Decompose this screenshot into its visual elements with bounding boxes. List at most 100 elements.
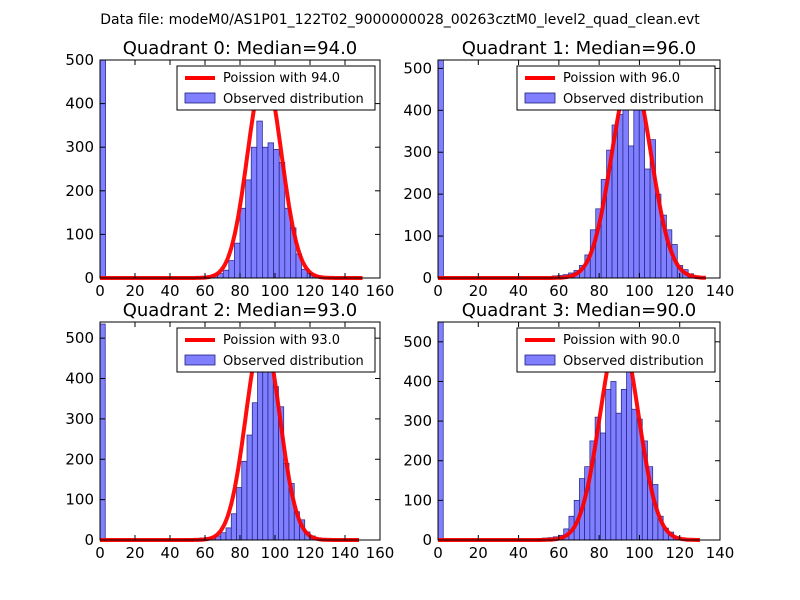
x-tick-label: 80 xyxy=(590,544,609,562)
x-tick-label: 140 xyxy=(331,282,360,300)
x-tick-label: 0 xyxy=(433,544,443,562)
histogram-bar xyxy=(638,97,646,279)
x-tick-label: 140 xyxy=(331,544,360,562)
x-tick-label: 60 xyxy=(195,282,214,300)
y-tick-label: 300 xyxy=(65,410,94,428)
y-tick-label: 100 xyxy=(65,225,94,243)
x-tick-label: 40 xyxy=(160,544,179,562)
legend: Poission with 94.0 Observed distribution xyxy=(176,65,376,111)
axes-frame xyxy=(437,59,721,279)
legend: Poission with 93.0 Observed distribution xyxy=(176,327,376,373)
histogram-bar xyxy=(245,179,252,279)
y-tick-label: 0 xyxy=(422,531,432,549)
x-tick-label: 20 xyxy=(125,544,144,562)
x-tick-label: 40 xyxy=(509,282,528,300)
legend-line-label: Poission with 96.0 xyxy=(563,71,680,86)
panel-title: Quadrant 1: Median=96.0 xyxy=(462,38,697,59)
legend-bar-label: Observed distribution xyxy=(223,92,364,107)
x-tick-label: 60 xyxy=(549,544,568,562)
histogram-bar xyxy=(262,146,269,279)
histogram-bar xyxy=(622,101,629,279)
histogram-bar xyxy=(230,513,237,541)
histogram-bar xyxy=(605,389,612,541)
histogram-bar xyxy=(267,142,274,279)
histogram-bar xyxy=(627,145,635,279)
histogram-bar xyxy=(225,527,232,541)
x-tick-label: 80 xyxy=(230,282,249,300)
histogram-bar xyxy=(222,269,230,279)
x-tick-label: 160 xyxy=(366,544,395,562)
histogram-bar xyxy=(273,149,280,279)
x-tick-label: 0 xyxy=(95,544,105,562)
histogram-bar xyxy=(257,368,264,541)
y-tick-label: 500 xyxy=(65,329,94,347)
x-tick-label: 80 xyxy=(590,282,609,300)
quadrant-2-panel: Quadrant 2: Median=93.0 0 20 40 60 80 100 120 1… xyxy=(65,300,394,562)
y-tick-label: 200 xyxy=(403,452,432,470)
y-tick-label: 100 xyxy=(403,491,432,509)
x-tick-label: 40 xyxy=(160,282,179,300)
y-tick-label: 200 xyxy=(65,450,94,468)
histogram-bar xyxy=(250,146,258,279)
legend-line-label: Poission with 94.0 xyxy=(223,71,340,86)
histogram-bar xyxy=(626,361,633,541)
legend-line-label: Poission with 93.0 xyxy=(223,333,340,348)
histogram-bar xyxy=(241,460,248,541)
y-tick-label: 200 xyxy=(65,182,94,200)
y-tick-label: 500 xyxy=(403,333,432,351)
quadrant-3-panel: Quadrant 3: Median=90.0 0 20 40 60 80 100 120 1… xyxy=(403,300,734,562)
legend: Poission with 90.0 Observed distribution xyxy=(516,327,716,373)
histogram-bar xyxy=(251,402,258,541)
histogram-bar xyxy=(437,321,444,541)
figure-suptitle: Data file: modeM0/AS1P01_122T02_90000000… xyxy=(100,12,700,28)
histogram-bar xyxy=(610,381,617,541)
y-tick-label: 0 xyxy=(84,269,94,287)
quadrant-1-panel: Quadrant 1: Median=96.0 0 20 40 60 80 100 120 1… xyxy=(403,38,734,300)
legend-bar-swatch xyxy=(524,92,556,104)
legend-line-label: Poission with 90.0 xyxy=(563,333,680,348)
x-tick-label: 100 xyxy=(261,544,290,562)
legend-bar-swatch xyxy=(184,354,216,366)
histogram-bar xyxy=(239,207,246,279)
legend-bar-swatch xyxy=(524,354,556,366)
y-tick-label: 100 xyxy=(403,227,432,245)
histogram-bar xyxy=(262,353,269,541)
x-tick-label: 120 xyxy=(296,282,325,300)
x-tick-label: 160 xyxy=(366,282,395,300)
x-tick-label: 100 xyxy=(625,544,654,562)
histogram-bar xyxy=(267,360,274,541)
y-tick-label: 200 xyxy=(403,185,432,203)
y-tick-label: 500 xyxy=(403,59,432,77)
y-tick-label: 400 xyxy=(65,95,94,113)
legend-bar-label: Observed distribution xyxy=(563,92,704,107)
y-tick-label: 300 xyxy=(65,138,94,156)
x-tick-label: 20 xyxy=(469,544,488,562)
x-tick-label: 0 xyxy=(433,282,443,300)
histogram-bar xyxy=(620,389,627,541)
axes-frame xyxy=(437,321,721,541)
histogram-bar xyxy=(437,59,444,279)
histogram-bar xyxy=(246,434,253,541)
y-tick-label: 0 xyxy=(422,269,432,287)
histogram-bar xyxy=(236,487,243,541)
legend-bar-label: Observed distribution xyxy=(563,354,704,369)
x-tick-label: 120 xyxy=(665,544,694,562)
histogram-bar xyxy=(600,432,606,541)
panel-title: Quadrant 0: Median=94.0 xyxy=(123,38,358,59)
legend-bar-swatch xyxy=(184,92,216,104)
x-tick-label: 40 xyxy=(509,544,528,562)
y-tick-label: 400 xyxy=(403,101,432,119)
x-tick-label: 60 xyxy=(195,544,214,562)
y-tick-label: 500 xyxy=(65,51,94,69)
histogram-bar xyxy=(617,114,624,279)
x-tick-label: 20 xyxy=(125,282,144,300)
histogram-bar xyxy=(99,59,106,279)
histogram-bar xyxy=(234,242,241,279)
x-tick-label: 100 xyxy=(261,282,290,300)
x-tick-label: 60 xyxy=(549,282,568,300)
x-tick-label: 120 xyxy=(665,282,694,300)
histogram-bar xyxy=(256,120,263,279)
x-tick-label: 120 xyxy=(296,544,325,562)
histogram-bar xyxy=(615,412,622,541)
